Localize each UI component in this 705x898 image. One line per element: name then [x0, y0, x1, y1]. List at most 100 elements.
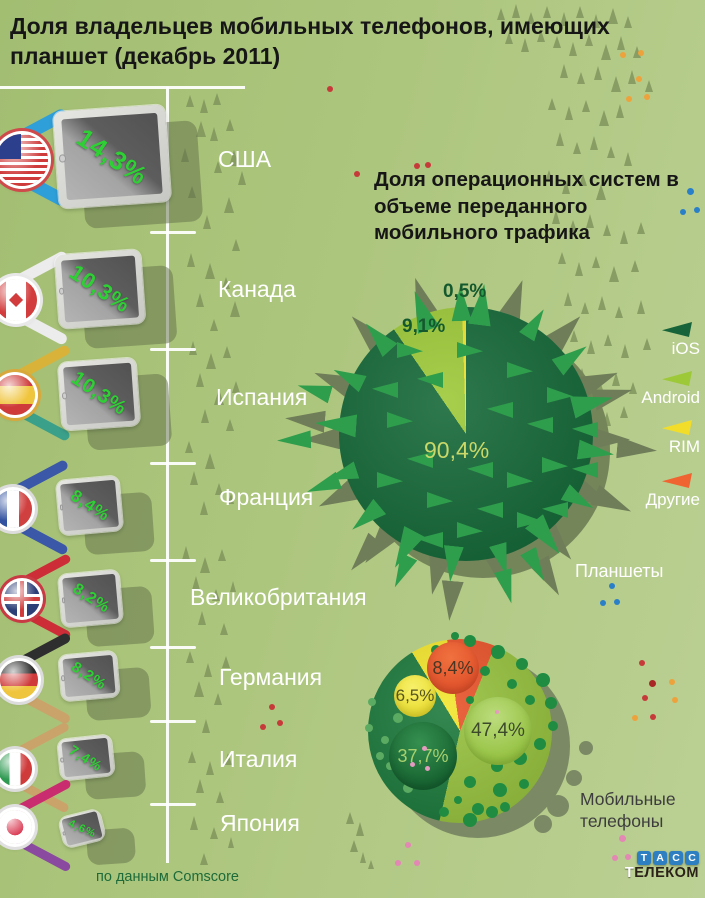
tree-icon	[213, 93, 221, 105]
tree-icon	[620, 406, 628, 418]
decor-dot	[638, 50, 644, 56]
tree-icon	[624, 16, 632, 28]
tree-icon	[346, 812, 354, 824]
legend-label: Другие	[645, 490, 700, 509]
tree-icon	[604, 334, 612, 346]
tree-icon	[214, 161, 222, 173]
tree-icon	[545, 170, 553, 182]
phones-pie-label-rim: 6,5%	[395, 686, 435, 705]
tree-icon	[210, 127, 218, 141]
pie-dot	[365, 724, 373, 732]
pie-spike-icon	[386, 553, 417, 591]
pie-dot	[393, 713, 403, 723]
pie-dot	[403, 783, 413, 793]
pie-dot	[381, 736, 389, 744]
os-chart-title: Доля операционных систем в объеме переда…	[374, 168, 679, 245]
tablet: 8,4%	[55, 475, 124, 536]
tree-icon	[579, 174, 587, 186]
tree-icon	[215, 483, 223, 495]
tree-icon	[222, 656, 230, 668]
pie-dot	[507, 679, 517, 689]
timeline-tick	[150, 803, 196, 806]
decor-dot	[636, 76, 642, 82]
decor-dot	[612, 855, 618, 861]
legend-marker-android-icon	[662, 371, 692, 386]
tree-icon	[548, 98, 556, 110]
phones-pie-label-other: 8,4%	[432, 657, 474, 678]
tree-icon	[497, 8, 505, 20]
tree-icon	[190, 471, 198, 485]
pie-dot	[466, 696, 474, 704]
tree-icon	[624, 152, 632, 166]
pie-dot	[464, 776, 476, 788]
tree-icon	[205, 453, 215, 469]
logo-word-first: Т	[624, 865, 635, 881]
tree-icon	[214, 389, 224, 405]
decor-dot	[650, 714, 656, 720]
tree-icon	[576, 6, 584, 18]
tree-icon	[620, 230, 628, 244]
tree-icon	[637, 222, 645, 234]
tree-icon	[590, 136, 598, 150]
header-rule	[0, 86, 245, 89]
flag-gloss	[0, 279, 37, 321]
flag-gloss	[0, 490, 32, 528]
tree-icon	[210, 319, 218, 331]
pie-dot	[545, 697, 557, 709]
legend-entry: Android	[630, 371, 700, 411]
pie-dot	[500, 802, 510, 812]
decor-dot	[425, 162, 431, 168]
tree-icon	[505, 32, 513, 44]
tree-icon	[204, 663, 212, 677]
decor-dot	[618, 834, 626, 842]
phones-pie-label-ios: 37,7%	[397, 745, 449, 766]
decor-dot	[395, 860, 401, 866]
pie-dot	[493, 783, 507, 797]
legend-marker-rim-icon	[662, 420, 692, 435]
legend-marker-другие-icon	[662, 473, 692, 488]
pie-dot	[491, 645, 505, 659]
tree-icon	[203, 215, 211, 229]
tablet-home-button	[61, 675, 66, 682]
tree-icon	[564, 292, 572, 306]
tree-icon	[206, 761, 214, 775]
pie-dot	[421, 745, 427, 751]
flag-usa-icon	[0, 134, 48, 186]
tree-icon	[196, 373, 204, 387]
decor-dot	[620, 52, 626, 58]
pie-dot	[439, 807, 449, 817]
tree-icon	[230, 581, 236, 592]
tablet-home-button	[60, 757, 64, 763]
tablet-home-button	[61, 597, 66, 604]
pie-dot	[486, 806, 498, 818]
flag-gloss	[4, 581, 40, 617]
timeline-tick	[150, 348, 196, 351]
tree-icon	[629, 382, 637, 394]
tree-icon	[512, 4, 520, 18]
flag-germany-icon	[0, 661, 38, 699]
pie-dot	[424, 765, 430, 771]
tree-icon	[200, 501, 208, 515]
tree-icon	[238, 171, 246, 185]
tree-icon	[229, 150, 239, 166]
legend-label: RIM	[668, 437, 700, 456]
tree-icon	[214, 693, 222, 705]
tree-icon	[206, 353, 216, 369]
flag-gloss	[0, 752, 32, 786]
pie-dot	[525, 695, 535, 705]
tree-icon	[560, 12, 568, 26]
decor-dot	[694, 207, 700, 213]
tree-icon	[565, 106, 573, 120]
logo-word: ТЕЛЕКОМ	[624, 865, 699, 882]
tree-icon	[543, 6, 551, 18]
tree-icon	[226, 419, 234, 431]
legend-entry: RIM	[630, 420, 700, 460]
tablet: 10,3%	[54, 249, 146, 329]
tree-icon	[611, 76, 621, 92]
timeline-tick	[150, 646, 196, 649]
tree-icon	[360, 852, 366, 863]
phones-pie-bubble-other: 8,4%	[427, 642, 479, 694]
tree-icon	[224, 753, 232, 765]
tree-icon	[577, 72, 585, 84]
tree-icon	[198, 611, 206, 625]
